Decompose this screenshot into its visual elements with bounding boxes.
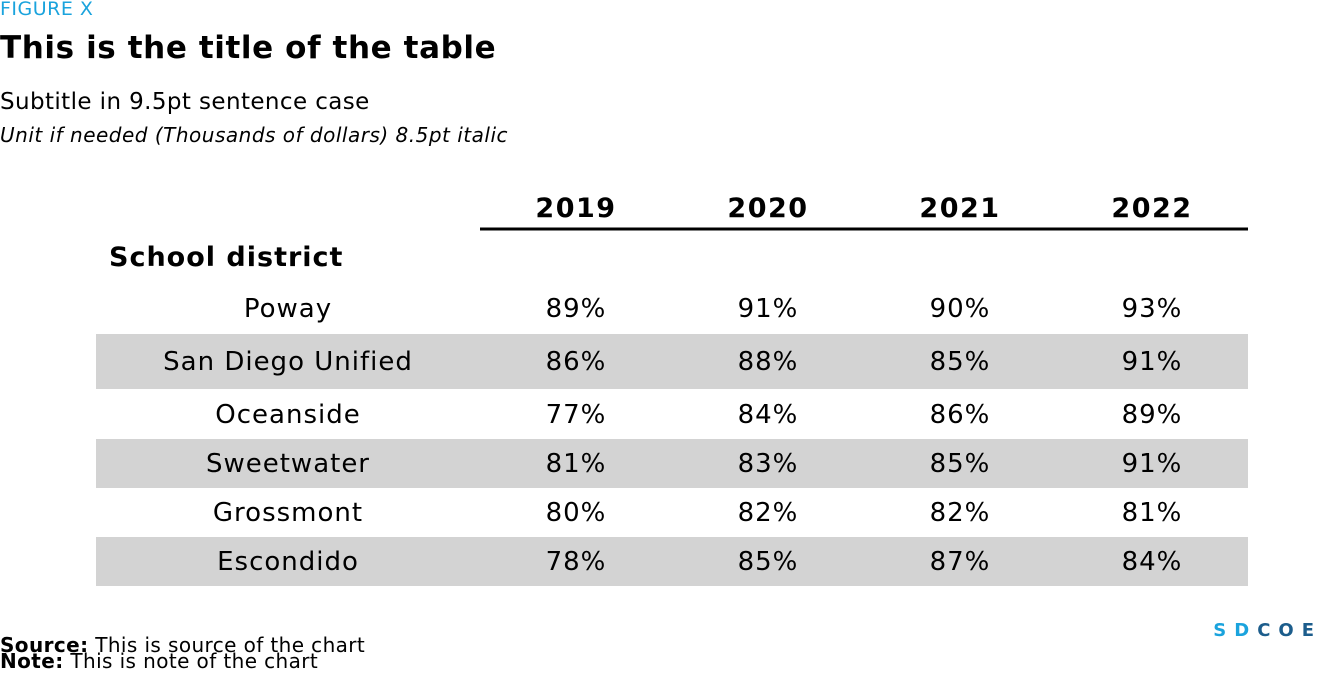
column-header-2022: 2022	[1111, 193, 1192, 224]
table-title: This is the title of the table	[0, 30, 497, 66]
row-label: Poway	[244, 294, 332, 324]
table-cell: 85%	[930, 449, 991, 479]
column-header-2021: 2021	[919, 193, 1000, 224]
column-header-2020: 2020	[727, 193, 808, 224]
note-line: Note: This is note of the chart	[0, 651, 318, 671]
row-label: Sweetwater	[206, 449, 370, 479]
table-cell: 78%	[546, 547, 607, 577]
figure-label: FIGURE X	[0, 0, 94, 20]
table-cell: 81%	[546, 449, 607, 479]
table-cell: 88%	[738, 347, 799, 377]
table-cell: 80%	[546, 498, 607, 528]
table-cell: 85%	[930, 347, 991, 377]
table-cell: 83%	[738, 449, 799, 479]
table-cell: 85%	[738, 547, 799, 577]
source-line: Source: This is source of the chart	[0, 635, 365, 655]
note-text: This is note of the chart	[70, 649, 319, 673]
table-cell: 91%	[1122, 449, 1183, 479]
table-cell: 82%	[738, 498, 799, 528]
table-cell: 91%	[738, 294, 799, 324]
source-label: Source:	[0, 633, 89, 657]
note-label: Note:	[0, 649, 64, 673]
table-cell: 77%	[546, 400, 607, 430]
row-label: San Diego Unified	[163, 347, 413, 377]
row-label: Escondido	[217, 547, 359, 577]
table-cell: 87%	[930, 547, 991, 577]
table-cell: 84%	[1122, 547, 1183, 577]
source-text: This is source of the chart	[95, 633, 366, 657]
sdcoe-logo: SDCOE	[1213, 620, 1322, 641]
table-cell: 90%	[930, 294, 991, 324]
table-cell: 86%	[930, 400, 991, 430]
table-cell: 89%	[1122, 400, 1183, 430]
row-label: Oceanside	[215, 400, 360, 430]
logo-sd: SD	[1213, 620, 1258, 641]
row-label: Grossmont	[213, 498, 363, 528]
table-cell: 91%	[1122, 347, 1183, 377]
table-cell: 84%	[738, 400, 799, 430]
table-cell: 86%	[546, 347, 607, 377]
table-cell: 82%	[930, 498, 991, 528]
table-unit: Unit if needed (Thousands of dollars) 8.…	[0, 123, 508, 147]
table-subtitle: Subtitle in 9.5pt sentence case	[0, 89, 370, 115]
table-cell: 81%	[1122, 498, 1183, 528]
stub-header: School district	[109, 242, 343, 273]
row-band	[96, 334, 1248, 389]
table-cell: 89%	[546, 294, 607, 324]
row-band	[96, 439, 1248, 488]
column-header-2019: 2019	[535, 193, 616, 224]
table-cell: 93%	[1122, 294, 1183, 324]
row-band	[96, 537, 1248, 586]
logo-coe: COE	[1257, 620, 1322, 641]
